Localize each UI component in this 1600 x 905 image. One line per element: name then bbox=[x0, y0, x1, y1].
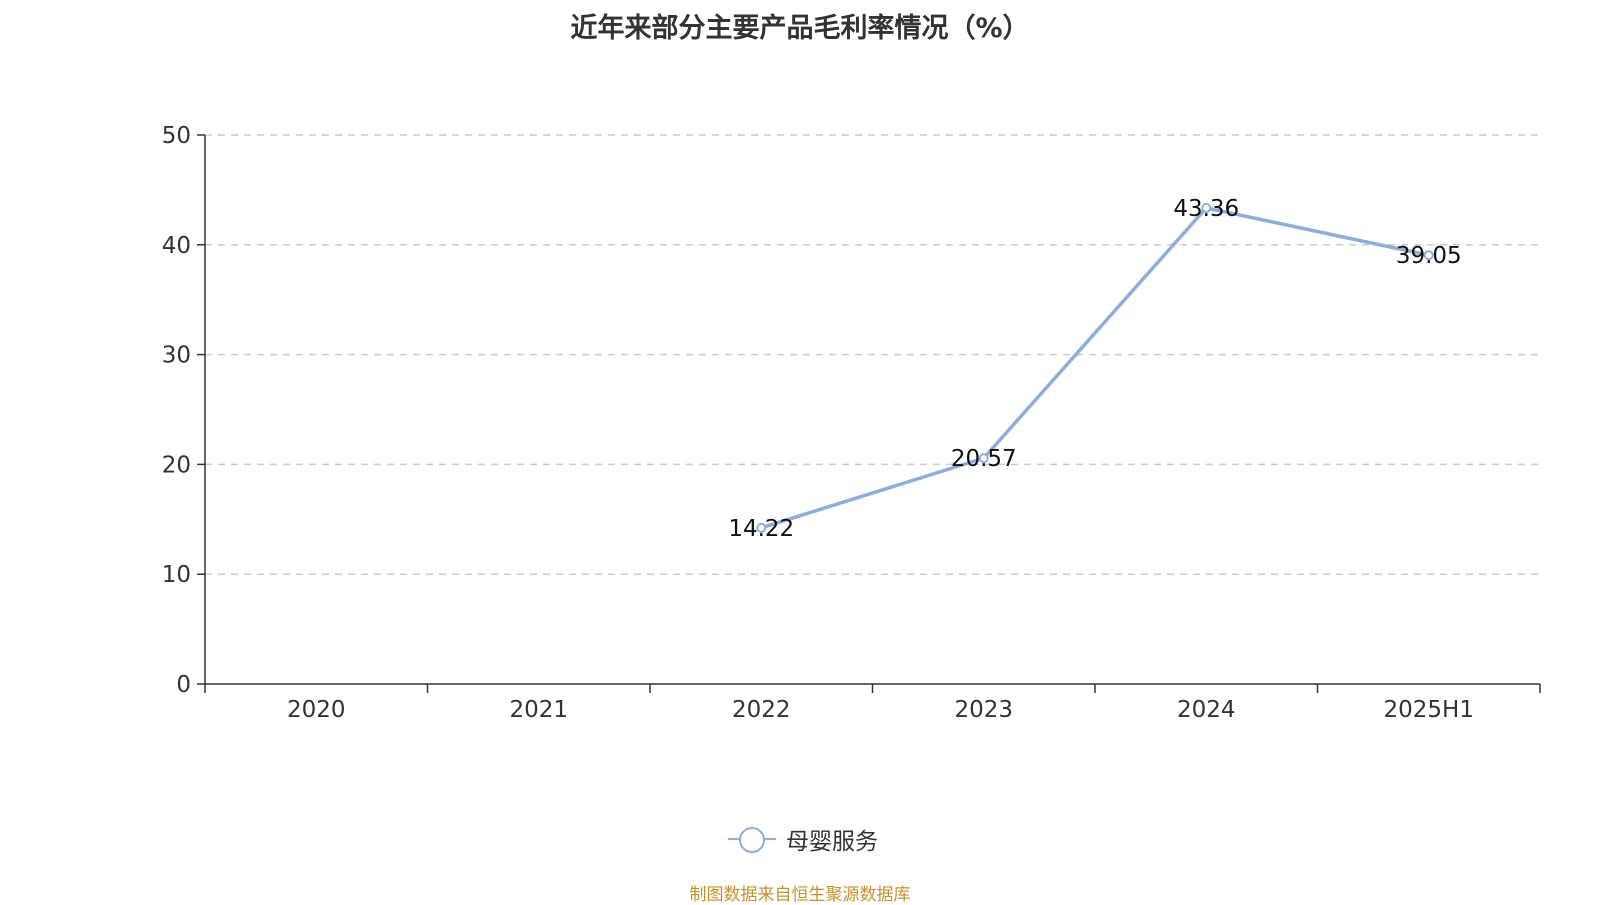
legend-item-series[interactable]: 母婴服务 bbox=[728, 822, 878, 856]
data-label: 14.22 bbox=[728, 516, 794, 542]
data-point bbox=[1423, 250, 1434, 261]
series-line bbox=[760, 206, 1430, 530]
x-tick-label: 2021 bbox=[509, 697, 568, 723]
y-tick-label: 40 bbox=[162, 233, 191, 259]
y-tick-label: 30 bbox=[162, 343, 191, 369]
legend-label: 母婴服务 bbox=[786, 829, 878, 855]
x-tick-label: 2023 bbox=[954, 697, 1013, 723]
y-tick-label: 0 bbox=[176, 672, 191, 698]
source-note: 制图数据来自恒生聚源数据库 bbox=[689, 885, 911, 905]
data-label: 20.57 bbox=[951, 446, 1017, 472]
legend-line-circle-icon bbox=[728, 824, 776, 854]
y-tick-label: 10 bbox=[162, 562, 191, 588]
legend: 母婴服务 bbox=[0, 822, 1600, 856]
data-label: 39.05 bbox=[1396, 243, 1462, 269]
x-tick-label: 2022 bbox=[732, 697, 791, 723]
data-point bbox=[756, 522, 767, 533]
y-tick-label: 20 bbox=[162, 452, 191, 478]
data-point bbox=[978, 453, 989, 464]
x-tick-label: 2024 bbox=[1177, 697, 1236, 723]
data-label: 43.36 bbox=[1173, 196, 1239, 222]
x-tick-label: 2020 bbox=[287, 697, 346, 723]
line-chart: 0 10 20 30 40 50 2020 2021 2022 2023 2024 2025H1 14.… bbox=[162, 123, 1541, 723]
data-point bbox=[1201, 202, 1212, 213]
y-tick-label: 50 bbox=[162, 123, 191, 149]
chart-title: 近年来部分主要产品毛利率情况（%） bbox=[570, 13, 1030, 44]
x-tick-label: 2025H1 bbox=[1384, 697, 1474, 723]
